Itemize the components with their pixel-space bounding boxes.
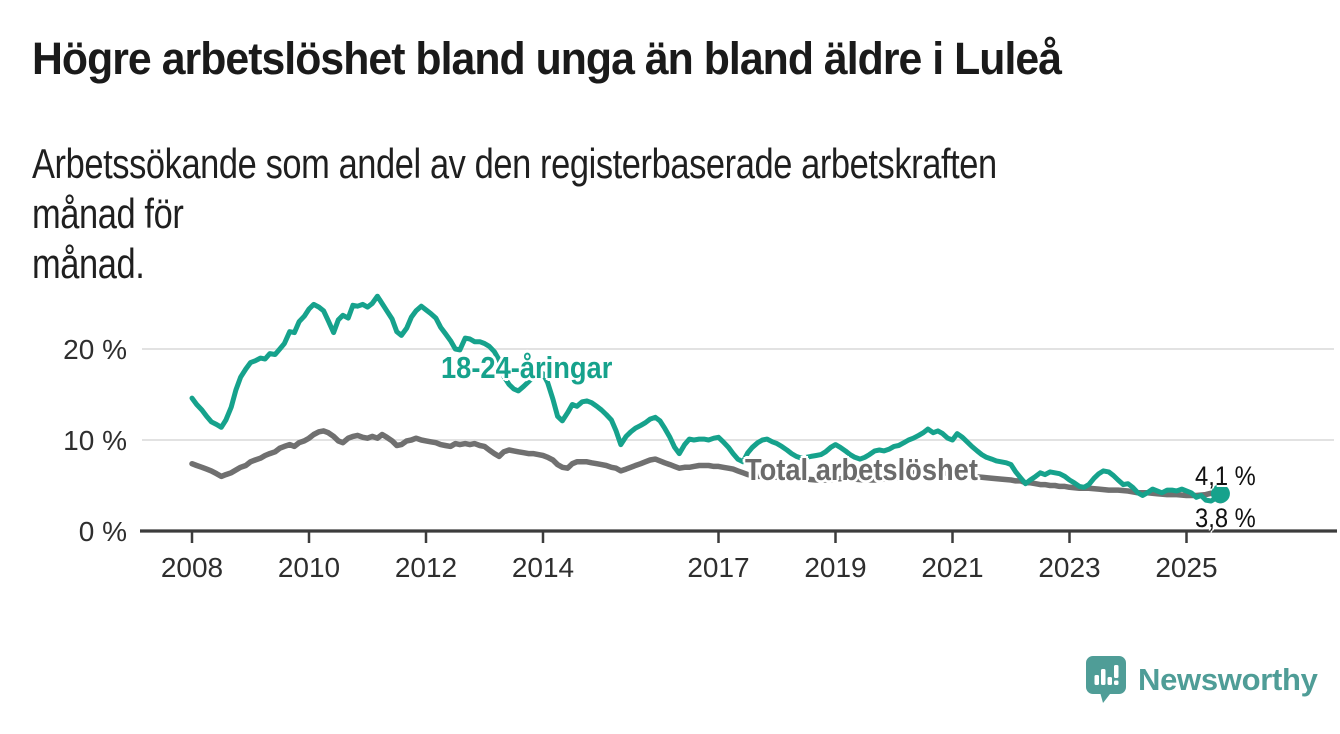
y-tick-label: 10 %: [63, 425, 127, 456]
chart-subtitle: Arbetssökande som andel av den registerb…: [32, 140, 997, 287]
young-series-end-dot: [1210, 484, 1230, 504]
end-value-label-total: 3,8 %: [1195, 503, 1256, 533]
series-label-young: 18-24-åringar: [441, 350, 613, 385]
newsworthy-logo: Newsworthy: [1086, 656, 1318, 703]
x-tick-label: 2010: [278, 552, 340, 583]
y-tick-label: 20 %: [63, 334, 127, 365]
total-series-line: [189, 428, 1224, 500]
young-series-line: [189, 293, 1223, 504]
x-tick-label: 2012: [395, 552, 457, 583]
x-tick-label: 2023: [1038, 552, 1100, 583]
x-tick-label: 2014: [512, 552, 574, 583]
end-value-label-young: 4,1 %: [1195, 461, 1256, 491]
x-tick-label: 2021: [921, 552, 983, 583]
speech-bubble-bar-chart-exclamation-icon: [1086, 656, 1126, 703]
brand-name: Newsworthy: [1138, 661, 1318, 697]
page-title: Högre arbetslöshet bland unga än bland ä…: [32, 33, 1062, 84]
y-tick-label: 0 %: [79, 516, 127, 547]
x-tick-label: 2008: [161, 552, 223, 583]
x-tick-label: 2025: [1155, 552, 1217, 583]
x-tick-label: 2019: [804, 552, 866, 583]
series-label-total: Total arbetslöshet: [745, 452, 978, 487]
x-tick-label: 2017: [687, 552, 749, 583]
